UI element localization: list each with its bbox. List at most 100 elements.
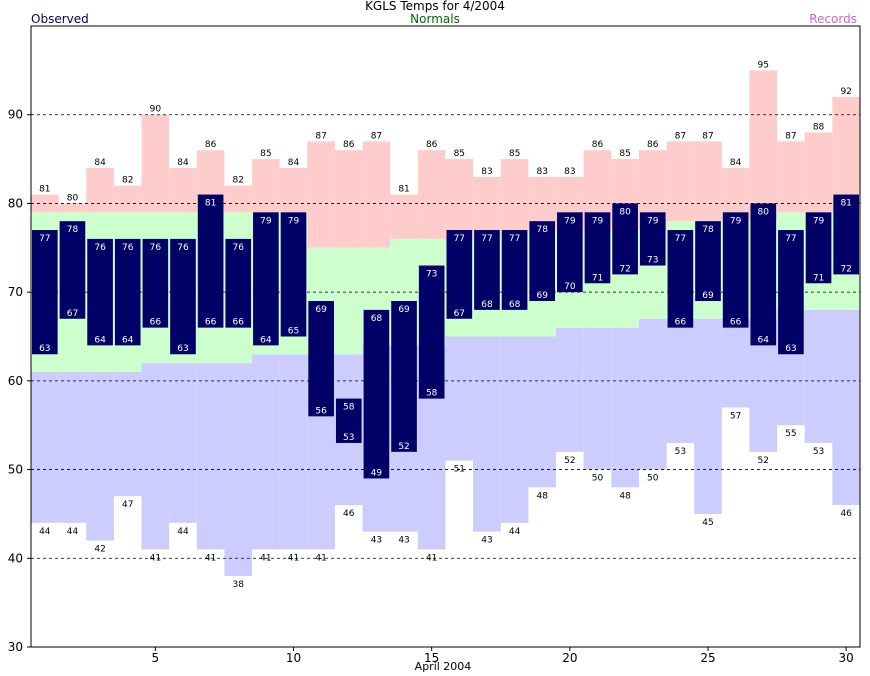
record-high-label: 84	[177, 158, 189, 168]
observed-high-label: 79	[564, 216, 576, 226]
observed-high-label: 79	[647, 216, 659, 226]
record-low-label: 53	[675, 447, 686, 457]
record-high-label: 86	[592, 140, 604, 150]
observed-high-label: 77	[481, 234, 492, 244]
y-tick-label: 40	[8, 551, 23, 565]
observed-bar	[446, 230, 473, 319]
record-low-label: 44	[509, 527, 521, 537]
x-tick-label: 25	[700, 651, 715, 665]
observed-high-label: 76	[177, 243, 189, 253]
record-high-label: 84	[730, 158, 742, 168]
record-low-label: 43	[398, 536, 409, 546]
record-low-label: 55	[785, 429, 796, 439]
observed-low-label: 72	[840, 264, 851, 274]
legend-observed: Observed	[31, 12, 89, 26]
record-low-bar	[252, 354, 280, 550]
record-low-bar	[473, 336, 501, 532]
record-low-bar	[31, 371, 59, 523]
record-low-label: 41	[150, 553, 161, 563]
record-low-bar	[694, 318, 722, 514]
record-low-bar	[445, 336, 474, 461]
y-tick-label: 90	[8, 108, 23, 122]
record-high-bar	[307, 141, 335, 248]
observed-bar	[59, 221, 86, 319]
observed-bar	[639, 212, 666, 266]
record-low-label: 44	[39, 527, 51, 537]
record-low-label: 41	[315, 553, 326, 563]
record-high-label: 87	[702, 131, 713, 141]
observed-layer	[32, 194, 859, 479]
observed-high-label: 68	[371, 314, 383, 324]
labels-layer: 77 63 81 44 78 67 80 44 76 64 84 42 76 64 82 47 76 66 90 41…	[39, 60, 852, 590]
observed-low-label: 66	[233, 318, 245, 328]
record-high-bar	[390, 194, 418, 239]
record-high-bar	[141, 114, 170, 213]
record-high-label: 86	[205, 140, 217, 150]
record-high-label: 86	[647, 140, 659, 150]
record-low-label: 52	[758, 456, 769, 466]
record-high-label: 85	[260, 149, 271, 159]
record-low-bar	[141, 363, 170, 550]
record-high-label: 90	[150, 105, 162, 115]
record-low-label: 50	[647, 474, 659, 484]
record-low-bar	[804, 309, 833, 443]
observed-low-label: 71	[592, 273, 603, 283]
record-low-bar	[113, 371, 142, 497]
record-low-label: 43	[481, 536, 492, 546]
record-low-bar	[721, 318, 750, 408]
record-low-label: 41	[205, 553, 216, 563]
observed-low-label: 56	[315, 406, 327, 416]
observed-low-label: 52	[398, 442, 409, 452]
observed-high-label: 81	[205, 199, 216, 209]
observed-low-label: 66	[675, 318, 687, 328]
record-high-bar	[252, 159, 280, 213]
observed-bar	[501, 230, 528, 310]
observed-low-label: 68	[481, 300, 493, 310]
observed-bar	[170, 238, 196, 355]
record-low-label: 48	[619, 491, 631, 501]
record-low-label: 51	[454, 465, 465, 475]
record-high-label: 85	[454, 149, 465, 159]
record-low-label: 52	[564, 456, 575, 466]
axes-layer: 30 40 50 60 70 80 90 5 10 15 20 25 30	[8, 25, 861, 665]
record-low-label: 50	[592, 474, 604, 484]
record-high-label: 82	[233, 176, 244, 186]
record-high-label: 87	[675, 131, 686, 141]
record-low-label: 42	[94, 545, 105, 555]
observed-high-label: 78	[702, 225, 714, 235]
record-high-label: 95	[758, 60, 769, 70]
observed-high-label: 78	[536, 225, 548, 235]
observed-high-label: 77	[675, 234, 686, 244]
record-low-bar	[528, 336, 557, 488]
observed-bar	[695, 221, 721, 302]
observed-low-label: 68	[509, 300, 521, 310]
observed-high-label: 77	[454, 234, 465, 244]
observed-high-label: 80	[758, 207, 770, 217]
observed-low-label: 64	[122, 335, 134, 345]
observed-low-label: 63	[785, 344, 796, 354]
observed-low-label: 64	[260, 335, 272, 345]
record-low-bar	[638, 318, 667, 470]
record-low-label: 46	[343, 509, 355, 519]
record-high-bar	[169, 167, 197, 213]
record-low-bar	[196, 363, 225, 550]
record-high-label: 85	[509, 149, 520, 159]
observed-low-label: 67	[67, 309, 78, 319]
observed-high-label: 58	[343, 403, 355, 413]
observed-high-label: 79	[592, 216, 604, 226]
observed-low-label: 69	[702, 291, 714, 301]
plot-frame	[30, 25, 861, 648]
observed-bar	[197, 194, 224, 328]
observed-bar	[335, 398, 362, 443]
x-axis-label: April 2004	[414, 660, 472, 673]
record-high-bar	[473, 176, 501, 239]
record-high-label: 82	[122, 176, 133, 186]
observed-high-label: 77	[39, 234, 50, 244]
record-high-label: 83	[536, 167, 547, 177]
observed-bar	[114, 238, 141, 346]
record-low-label: 47	[122, 500, 133, 510]
record-low-label: 57	[730, 411, 741, 421]
record-high-label: 84	[288, 158, 300, 168]
record-low-label: 45	[702, 518, 713, 528]
